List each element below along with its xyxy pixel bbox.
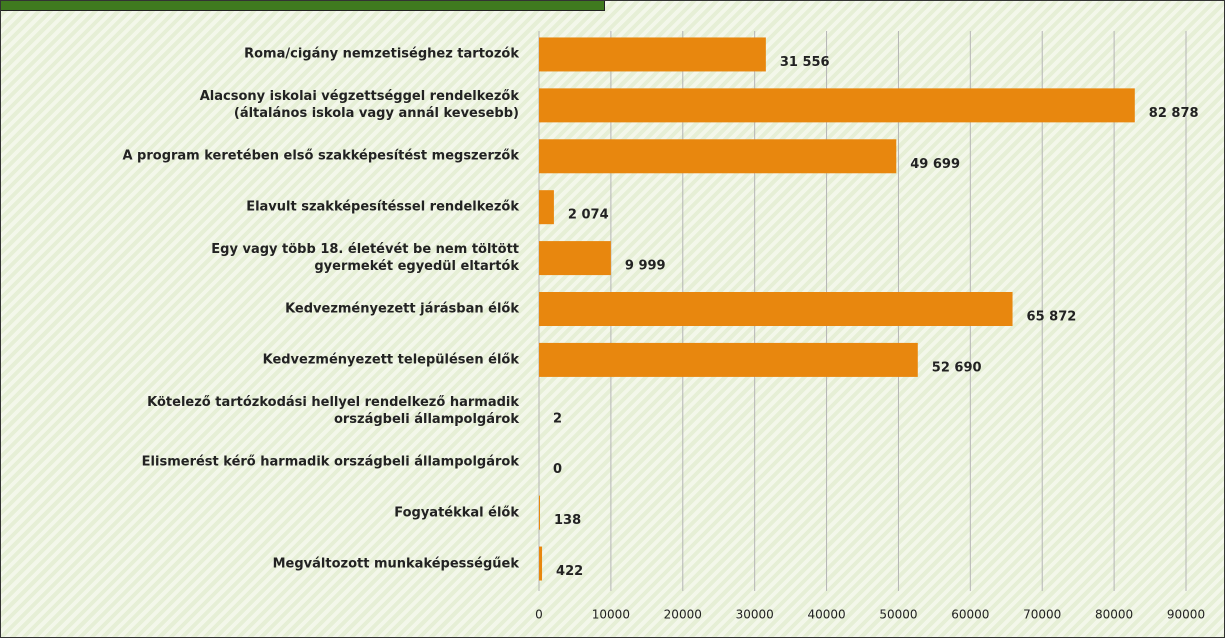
- bar: [539, 292, 1013, 326]
- bar: [539, 37, 766, 72]
- value-label: 65 872: [1027, 310, 1077, 325]
- category-label: A program keretében első szakképesítést …: [122, 148, 519, 164]
- category-label: Kedvezményezett járásban élők: [285, 301, 519, 317]
- category-label: Roma/cigány nemzetiséghez tartozók: [244, 46, 519, 62]
- value-label: 138: [554, 513, 581, 528]
- x-tick-label: 80000: [1095, 608, 1133, 622]
- bar: [539, 241, 611, 276]
- x-tick-label: 60000: [951, 608, 989, 622]
- value-label: 0: [553, 462, 562, 477]
- value-label: 2: [553, 411, 562, 426]
- x-tick-label: 40000: [807, 608, 845, 622]
- x-tick-label: 90000: [1167, 608, 1205, 622]
- value-label: 82 878: [1149, 106, 1199, 121]
- x-tick-label: 0: [535, 608, 543, 622]
- bar: [539, 342, 918, 377]
- category-label: Elavult szakképesítéssel rendelkezők: [246, 199, 519, 215]
- category-label: Fogyatékkal élők: [394, 505, 519, 521]
- value-label: 31 556: [780, 55, 830, 70]
- bar: [539, 495, 540, 530]
- category-label: Kedvezményezett településen élők: [262, 352, 519, 368]
- bar: [539, 88, 1135, 123]
- bar: [539, 546, 543, 581]
- value-label: 52 690: [932, 360, 982, 375]
- x-tick-label: 10000: [592, 608, 630, 622]
- bar: [539, 139, 897, 174]
- category-label: Megváltozott munkaképességűek: [272, 556, 519, 572]
- x-tick-label: 70000: [1023, 608, 1061, 622]
- category-label: Alacsony iskolai végzettséggel rendelkez…: [199, 89, 519, 122]
- header-bar: [1, 1, 605, 11]
- x-tick-label: 30000: [736, 608, 774, 622]
- category-label: Egy vagy több 18. életévét be nem töltöt…: [211, 242, 519, 275]
- bar: [539, 190, 554, 225]
- x-tick-label: 20000: [664, 608, 702, 622]
- value-label: 9 999: [625, 259, 666, 274]
- value-label: 49 699: [910, 157, 960, 172]
- category-label: Kötelező tartózkodási hellyel rendelkező…: [147, 394, 519, 427]
- category-label: Elismerést kérő harmadik országbeli álla…: [141, 454, 519, 470]
- x-tick-label: 50000: [879, 608, 917, 622]
- value-label: 422: [556, 564, 583, 579]
- value-label: 2 074: [568, 208, 609, 223]
